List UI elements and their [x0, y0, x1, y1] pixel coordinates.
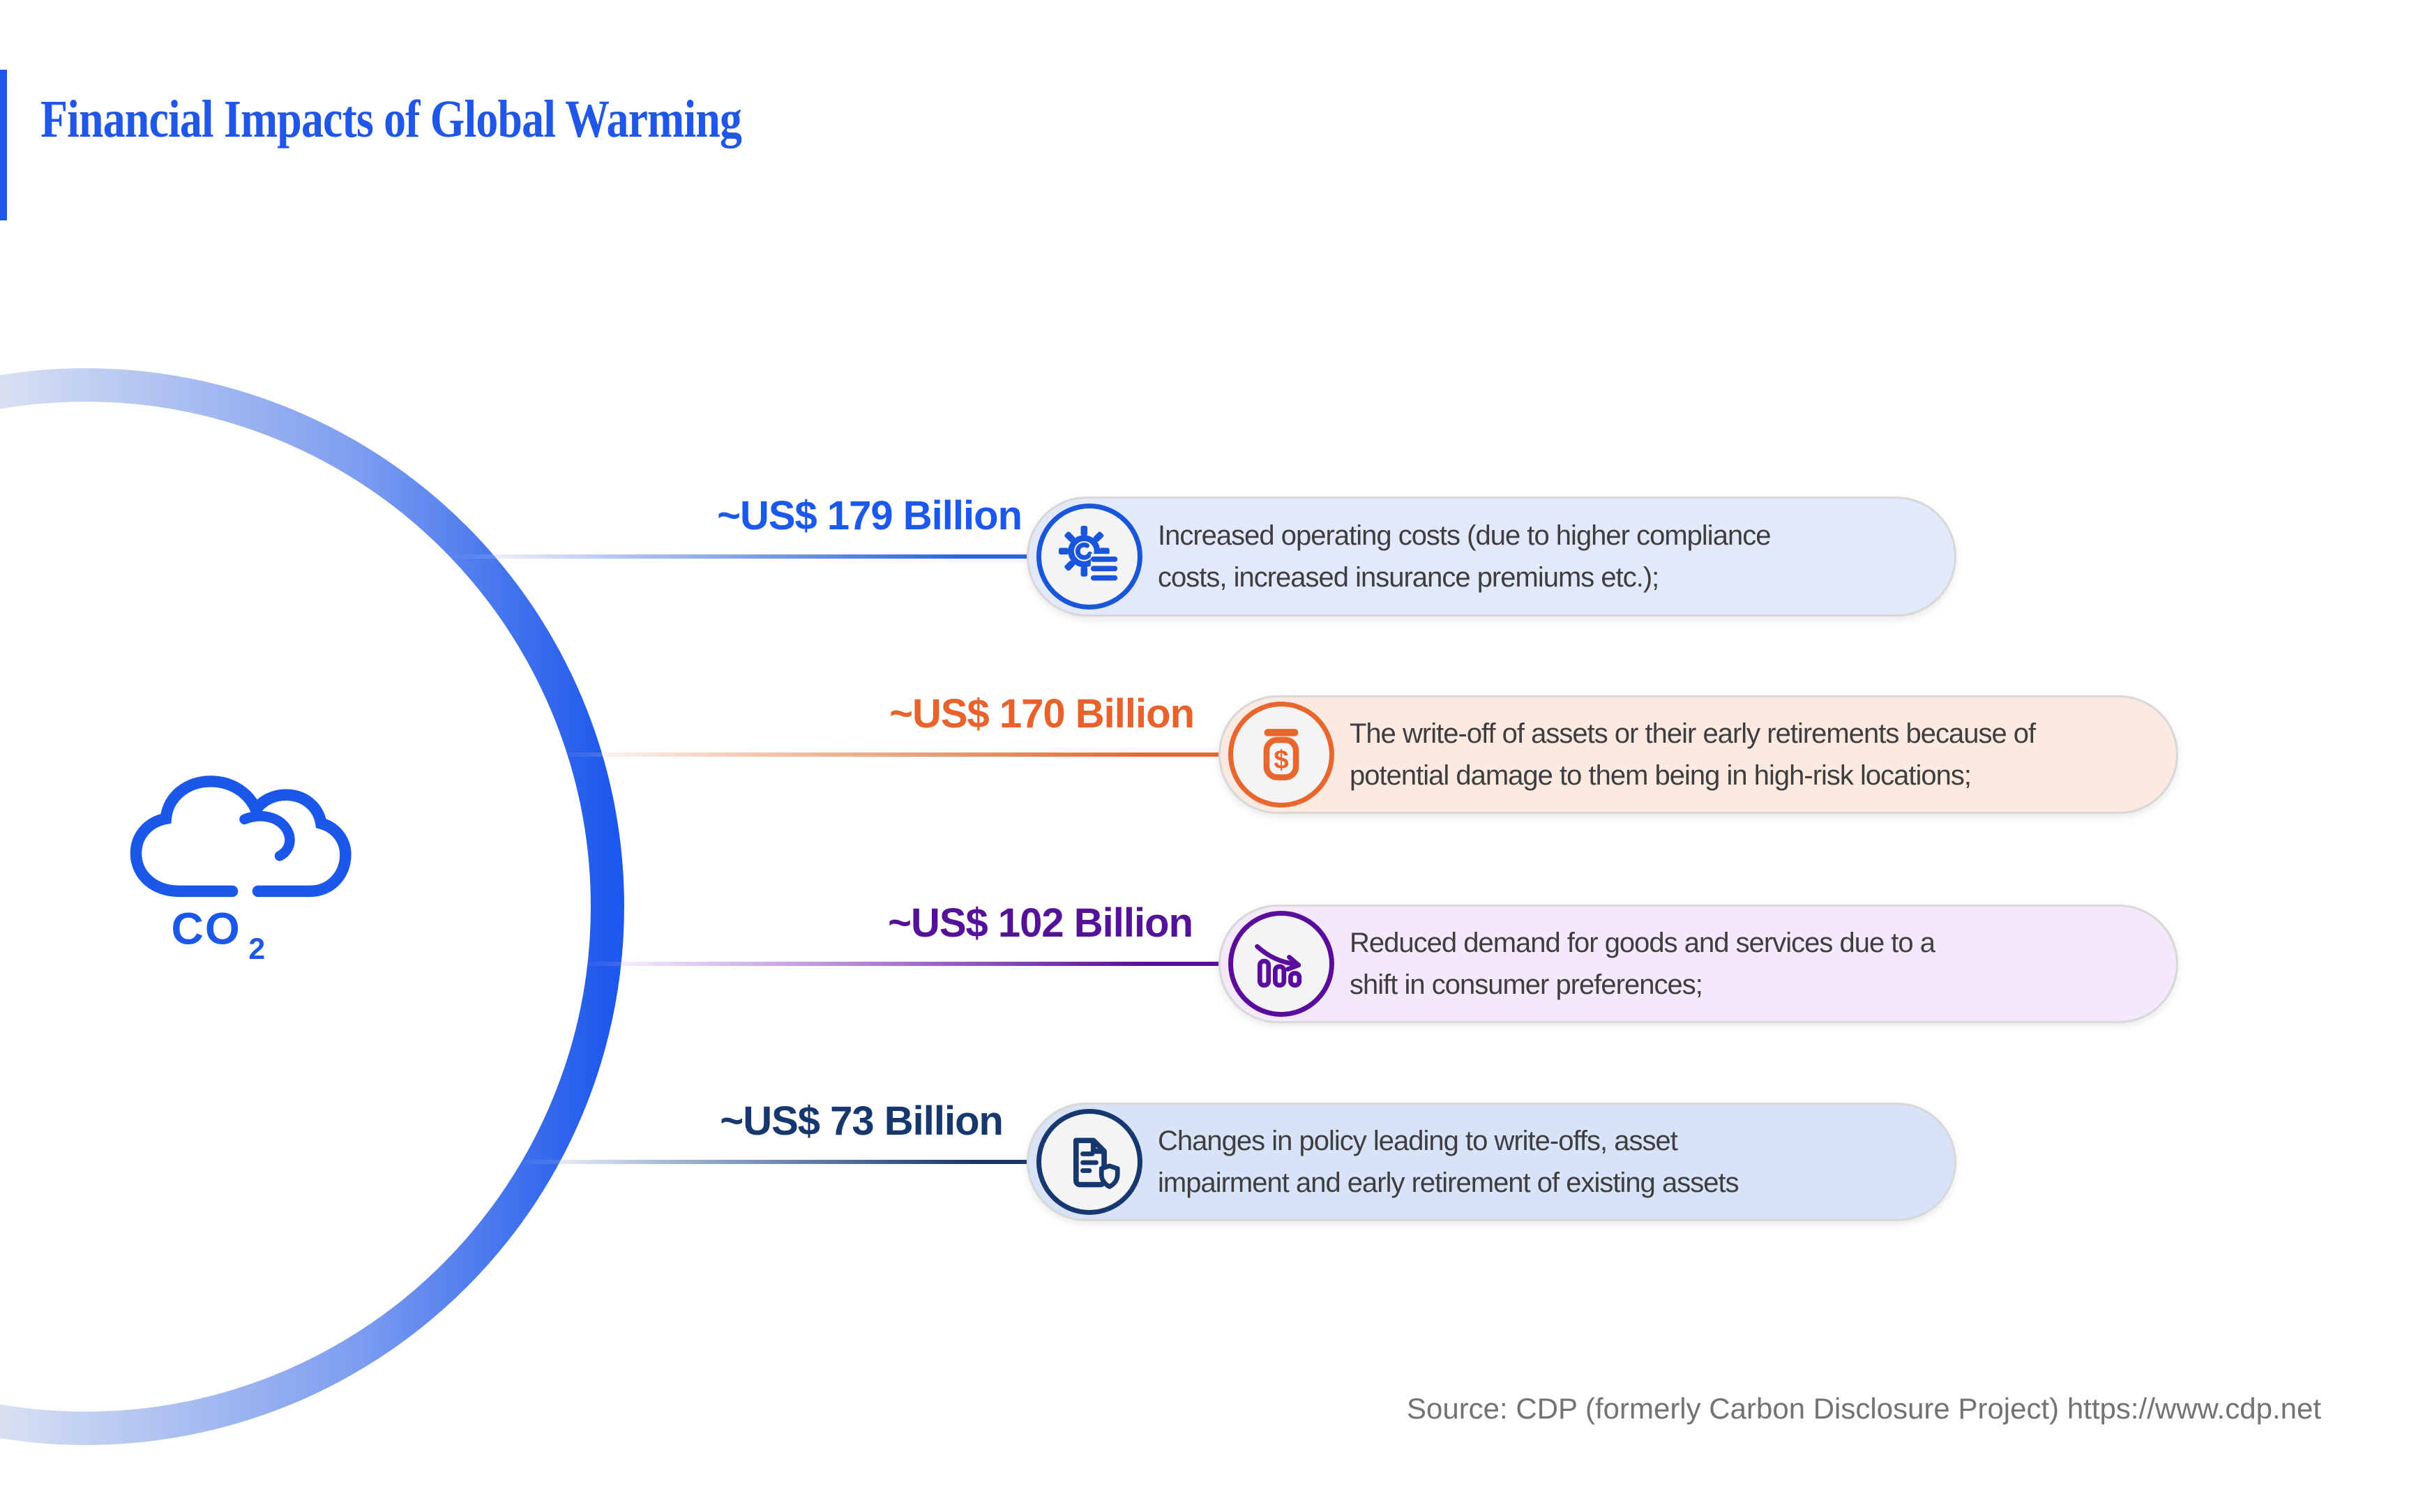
declining-chart-icon [1228, 911, 1334, 1017]
value-label: ~US$ 170 Billion [889, 691, 1195, 736]
value-label: ~US$ 102 Billion [888, 900, 1193, 946]
policy-document-icon [1036, 1109, 1142, 1215]
impact-pill: $ The write-off of assets or their early… [1218, 695, 2178, 814]
money-jar-icon: $ [1228, 702, 1334, 808]
value-label: ~US$ 73 Billion [720, 1098, 1004, 1144]
impact-pill: Increased operating costs (due to higher… [1027, 497, 1956, 617]
co2-label: CO [172, 904, 241, 954]
connector-line [579, 962, 1246, 966]
value-label: ~US$ 179 Billion [717, 493, 1022, 538]
connector-line [446, 554, 1055, 559]
title-accent-bar [0, 70, 7, 220]
impact-pill: Reduced demand for goods and services du… [1218, 905, 2178, 1023]
source-attribution: Source: CDP (formerly Carbon Disclosure … [1406, 1392, 2321, 1425]
impact-description: Reduced demand for goods and services du… [1350, 928, 1935, 1000]
impact-description: Changes in policy leading to write-offs,… [1158, 1126, 1739, 1198]
co2-subscript: 2 [248, 932, 265, 966]
impact-description: The write-off of assets or their early r… [1350, 718, 2036, 791]
connector-line [516, 1160, 1055, 1164]
svg-text:$: $ [1274, 745, 1288, 775]
impact-description: Increased operating costs (due to higher… [1158, 520, 1771, 593]
page-title: Financial Impacts of Global Warming [40, 90, 742, 149]
co2-cloud-icon: CO 2 [112, 741, 356, 978]
connector-line [558, 753, 1246, 757]
gear-list-icon [1036, 504, 1142, 610]
impact-pill: Changes in policy leading to write-offs,… [1027, 1103, 1956, 1221]
